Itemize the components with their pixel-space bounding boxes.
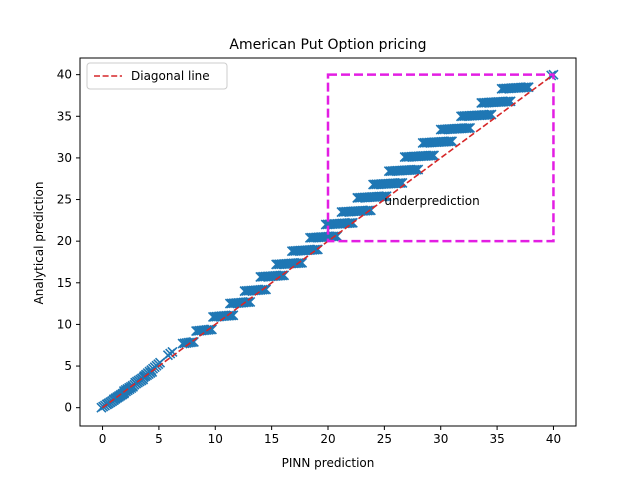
x-tick-label: 25 (377, 432, 392, 446)
scatter-point (427, 150, 438, 161)
scatter-point (461, 123, 472, 134)
scatter-point (520, 82, 531, 93)
scatter-cluster (476, 96, 516, 109)
scatter-point (409, 164, 420, 175)
scatter-point (344, 217, 355, 229)
y-tick-label: 10 (57, 317, 72, 331)
scatter-point (502, 96, 513, 107)
scatter-point (428, 150, 440, 161)
scatter-cluster (191, 324, 217, 337)
x-tick-label: 5 (155, 432, 163, 446)
x-tick-label: 15 (264, 432, 279, 446)
scatter-cluster (368, 177, 408, 190)
scatter-point (154, 357, 166, 368)
x-tick-label: 30 (433, 432, 448, 446)
scatter-point (484, 109, 495, 120)
y-axis-label: Analytical prediction (32, 182, 46, 305)
scatter-point (446, 136, 458, 147)
scatter-point (521, 82, 533, 93)
scatter-point (228, 310, 239, 321)
scatter-point (463, 122, 474, 134)
scatter-point (443, 136, 454, 147)
scatter-cluster (239, 284, 272, 297)
scatter-cluster (162, 346, 178, 361)
y-tick-label: 35 (57, 109, 72, 123)
scatter-point (411, 164, 422, 175)
y-tick-label: 15 (57, 276, 72, 290)
x-tick-label: 10 (208, 432, 223, 446)
highlight-box (326, 73, 555, 243)
chart-title: American Put Option pricing (229, 37, 426, 53)
scatter-cluster (496, 82, 534, 94)
scatter-point (483, 109, 494, 120)
scatter-point (245, 296, 256, 308)
y-tick-label: 30 (57, 151, 72, 165)
x-tick-label: 20 (320, 432, 335, 446)
legend: Diagonal line (86, 62, 228, 90)
legend-frame (86, 62, 228, 90)
scatter-point (464, 122, 476, 134)
x-tick-label: 35 (489, 432, 504, 446)
scatter-point (397, 177, 408, 188)
scatter-cluster (255, 270, 290, 283)
scatter-cluster (271, 257, 308, 270)
scatter-point (445, 136, 456, 147)
scatter-point (226, 310, 237, 321)
x-tick-label: 0 (99, 432, 107, 446)
scatter-point (224, 310, 235, 321)
scatter-point (260, 284, 272, 295)
x-tick-label: 40 (546, 432, 561, 446)
scatter-point (425, 150, 436, 161)
scatter-cluster (139, 357, 166, 382)
y-tick-label: 5 (64, 359, 72, 373)
scatter-point (379, 191, 390, 202)
plot-area: underprediction (96, 69, 559, 413)
axes: 0 5 10 15 20 25 30 35 40 0 5 10 15 20 25 30 35 40 (57, 57, 577, 446)
scatter-cluster (435, 122, 476, 135)
annotation-text: underprediction (384, 194, 479, 208)
scatter-point (362, 205, 373, 216)
scatter-point (259, 284, 270, 295)
scatter-cluster (304, 231, 343, 243)
scatter-cluster (399, 150, 440, 163)
x-axis-label: PINN prediction (282, 456, 375, 470)
legend-diagonal-label: Diagonal line (131, 69, 210, 83)
y-tick-label: 25 (57, 193, 72, 207)
scatter-point (206, 324, 217, 335)
scatter-cluster (455, 109, 497, 122)
scatter-point (205, 324, 216, 335)
scatter-cluster (336, 205, 376, 218)
scatter-point (297, 257, 308, 268)
scatter-point (295, 257, 306, 268)
scatter-cluster (417, 136, 458, 148)
scatter-point (243, 297, 254, 308)
y-tick-label: 20 (57, 234, 72, 248)
y-tick-label: 40 (57, 68, 72, 82)
scatter-cluster (383, 164, 424, 177)
scatter-point (378, 191, 389, 202)
scatter-cluster (286, 244, 323, 257)
scatter-cluster (207, 310, 239, 322)
scatter-point (167, 346, 178, 357)
y-tick-label: 0 (64, 401, 72, 415)
